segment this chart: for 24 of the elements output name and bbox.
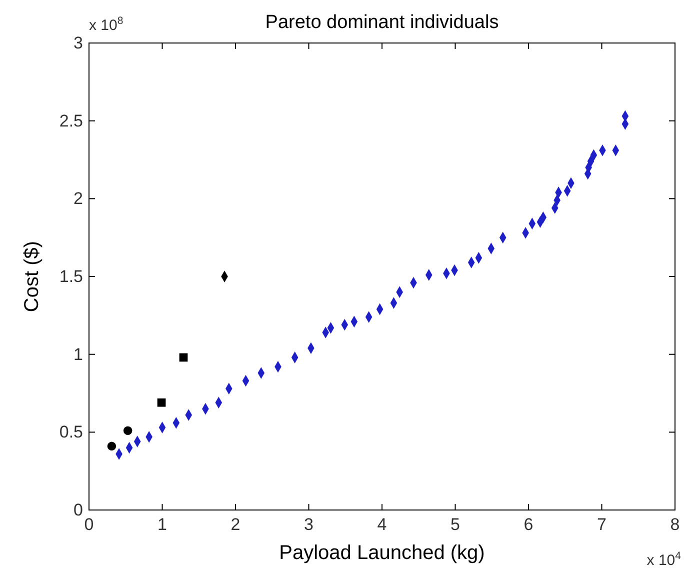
y-axis-title: Cost ($) <box>21 240 43 312</box>
text: x 10$^{8}$ <box>89 15 124 34</box>
y-tick-label: 1 <box>74 344 83 364</box>
y-tick-label: 0.5 <box>59 422 83 442</box>
x-tick-label: 8 <box>670 515 680 534</box>
x-tick-label: 1 <box>158 515 167 534</box>
x-tick-label: 2 <box>230 515 240 534</box>
x-tick-label: 3 <box>304 515 314 534</box>
x-axis-title: Payload Launched (kg) <box>279 542 485 564</box>
y-tick-label: 1.5 <box>59 266 83 286</box>
y-tick-label: 2.5 <box>59 111 83 130</box>
point <box>123 426 132 435</box>
y-tick-label: 2 <box>74 189 83 208</box>
text: x 10$^{4}$ <box>646 550 682 569</box>
chart-title: Pareto dominant individuals <box>265 12 499 33</box>
x-tick-label: 6 <box>524 515 534 534</box>
point <box>179 353 188 362</box>
x-tick-label: 5 <box>450 515 460 534</box>
point <box>157 398 166 407</box>
x-tick-label: 4 <box>377 515 387 534</box>
x-tick-label: 7 <box>597 515 606 534</box>
y-tick-label: 0 <box>74 500 83 520</box>
point <box>107 442 116 451</box>
y-tick-label: 3 <box>74 33 83 52</box>
